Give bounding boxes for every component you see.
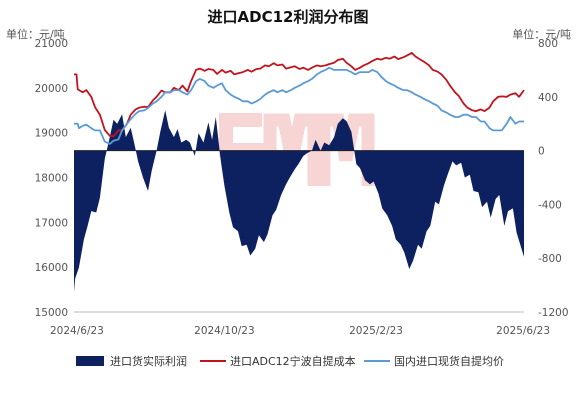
y-right-tick-label: 400 [538, 92, 558, 104]
legend-item-spot: 国内进口现货自提均价 [364, 354, 504, 368]
y-left-unit-label: 单位：元/吨 [6, 27, 65, 41]
y-left-tick-label: 20000 [35, 83, 68, 95]
legend-label-profit: 进口货实际利润 [110, 354, 187, 368]
y-left-tick-label: 15000 [35, 307, 68, 319]
series-profit-area [74, 110, 524, 292]
x-tick-label: 2025/2/23 [349, 325, 403, 337]
y-right-unit-label: 单位：元/吨 [512, 27, 571, 41]
chart-title: 进口ADC12利润分布图 [208, 8, 369, 26]
y-left-tick-label: 19000 [35, 128, 68, 140]
y-right-tick-label: 800 [538, 38, 558, 50]
legend-label-cost: 进口ADC12宁波自提成本 [230, 354, 356, 368]
legend-label-spot: 国内进口现货自提均价 [394, 354, 504, 368]
y-left-tick-label: 17000 [35, 217, 68, 229]
watermark-letter-m2 [317, 113, 375, 186]
y-right-tick-label: 0 [538, 146, 545, 158]
legend-item-profit: 进口货实际利润 [76, 354, 187, 368]
y-left-tick-label: 16000 [35, 262, 68, 274]
series-cost-line [74, 52, 525, 138]
y-right-tick-label: -400 [538, 199, 562, 211]
y-left-tick-label: 18000 [35, 173, 68, 185]
legend-item-cost: 进口ADC12宁波自提成本 [200, 354, 356, 368]
y-right-tick-label: -800 [538, 253, 562, 265]
x-tick-label: 2024/10/23 [194, 325, 255, 337]
x-tick-label: 2025/6/23 [496, 325, 550, 337]
y-right-tick-label: -1200 [538, 307, 569, 319]
x-tick-label: 2024/6/23 [50, 325, 104, 337]
series-spot-line [74, 66, 524, 145]
legend: 进口货实际利润 进口ADC12宁波自提成本 国内进口现货自提均价 [76, 354, 504, 368]
legend-swatch-profit [76, 356, 104, 366]
y-left-tick-label: 21000 [35, 38, 68, 50]
